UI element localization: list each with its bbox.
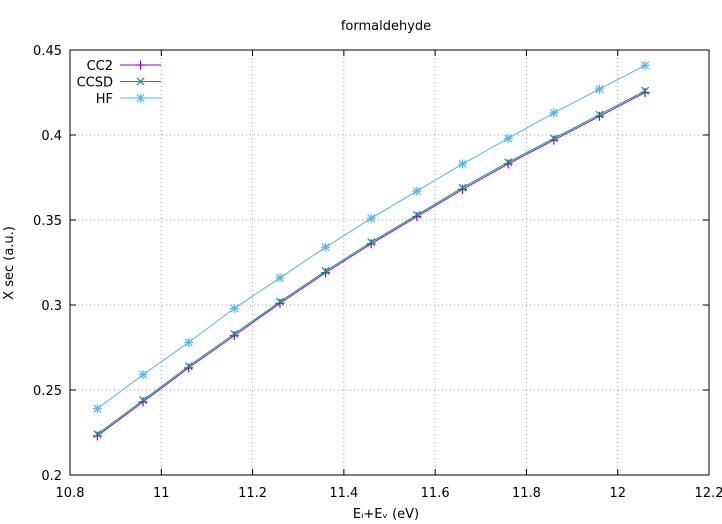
legend-label-hf: HF xyxy=(96,92,113,107)
data-point-cc2 xyxy=(138,397,148,407)
x-tick-label: 11 xyxy=(153,486,170,501)
series-hf xyxy=(92,60,650,414)
data-point-ccsd xyxy=(641,86,650,95)
legend-label-cc2: CC2 xyxy=(87,59,113,74)
series-group xyxy=(92,60,650,441)
data-point-cc2 xyxy=(92,431,102,441)
y-tick-label: 0.3 xyxy=(41,299,62,314)
data-point-hf xyxy=(92,404,102,414)
x-tick-label: 11.4 xyxy=(329,486,358,501)
data-point-ccsd xyxy=(321,266,330,276)
series-ccsd xyxy=(93,86,650,439)
legend-entry-ccsd: CCSD xyxy=(77,76,161,91)
data-point-ccsd xyxy=(275,297,284,306)
data-point-ccsd xyxy=(367,238,376,247)
plot-frame xyxy=(69,49,710,476)
y-tick-label: 0.45 xyxy=(33,44,62,59)
series-line-ccsd xyxy=(97,90,646,435)
data-point-hf xyxy=(184,337,194,347)
x-tick-label: 10.8 xyxy=(56,486,85,501)
data-point-hf xyxy=(138,370,148,380)
data-point-hf xyxy=(458,159,468,169)
data-point-ccsd xyxy=(549,134,558,143)
y-tick-label: 0.35 xyxy=(33,214,62,229)
legend-entry-cc2: CC2 xyxy=(87,59,161,74)
y-axis-label: X sec (a.u.) xyxy=(2,226,17,300)
data-point-hf xyxy=(549,108,559,118)
x-tick-label: 11.2 xyxy=(238,486,267,501)
data-point-hf xyxy=(275,273,285,283)
y-tick-label: 0.25 xyxy=(33,384,62,399)
data-point-ccsd xyxy=(230,329,239,338)
data-point-hf xyxy=(412,186,422,196)
data-point-hf xyxy=(640,60,650,70)
axis-ticks: 10.8 11 11.2 11.4 11.6 11.8 12 12.2 0.2 0.25 0.3 0.… xyxy=(33,44,722,501)
series-line-hf xyxy=(97,64,646,410)
y-tick-label: 0.4 xyxy=(41,129,62,144)
data-point-hf xyxy=(229,303,239,313)
data-point-ccsd xyxy=(93,430,102,439)
x-tick-label: 12.2 xyxy=(695,486,722,501)
legend-marker-hf xyxy=(136,93,145,103)
grid xyxy=(70,50,709,475)
data-point-hf xyxy=(321,242,331,252)
x-tick-label: 11.6 xyxy=(421,486,450,501)
legend-label-ccsd: CCSD xyxy=(77,76,113,91)
data-point-ccsd xyxy=(139,396,148,405)
data-point-hf xyxy=(594,84,604,94)
legend-entry-hf: HF xyxy=(96,92,161,107)
data-point-hf xyxy=(366,213,376,223)
y-tick-label: 0.2 xyxy=(41,469,62,484)
data-point-ccsd xyxy=(504,158,513,167)
series-cc2 xyxy=(92,88,650,441)
data-point-hf xyxy=(503,133,513,143)
x-tick-label: 11.8 xyxy=(512,486,541,501)
chart-title: formaldehyde xyxy=(341,19,431,34)
data-point-ccsd xyxy=(595,110,604,119)
legend-marker-ccsd xyxy=(136,77,145,86)
data-point-cc2 xyxy=(184,363,194,373)
legend-marker-cc2 xyxy=(136,60,145,70)
data-point-ccsd xyxy=(412,210,421,219)
series-line-cc2 xyxy=(97,92,646,437)
data-point-ccsd xyxy=(458,183,467,192)
data-point-ccsd xyxy=(184,362,193,371)
x-tick-label: 12 xyxy=(609,486,626,501)
x-axis-label: Eᵢ+Eᵥ (eV) xyxy=(353,507,419,522)
